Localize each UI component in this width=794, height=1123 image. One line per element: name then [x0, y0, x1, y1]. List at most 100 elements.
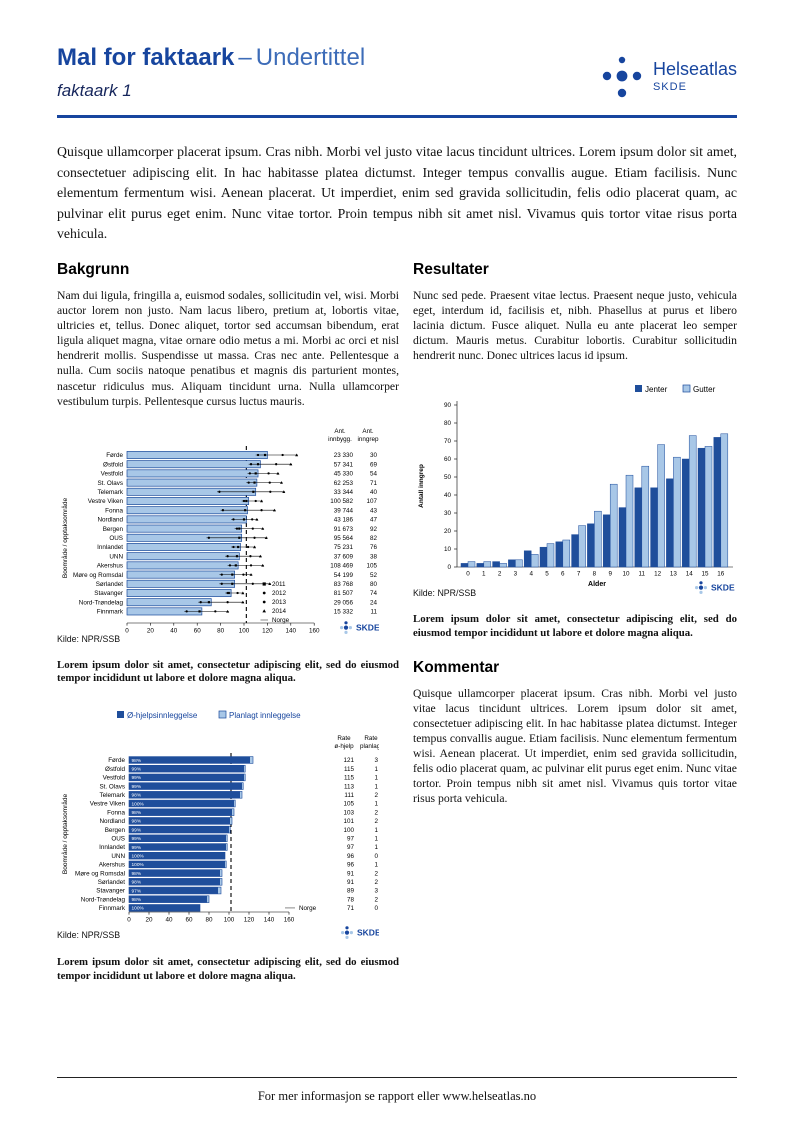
svg-text:OUS: OUS	[109, 535, 123, 542]
kommentar-text: Quisque ullamcorper placerat ipsum. Cras…	[413, 686, 737, 806]
content-columns: Bakgrunn Nam dui ligula, fringilla a, eu…	[57, 261, 737, 983]
right-column: Resultater Nunc sed pede. Praesent vitae…	[413, 261, 737, 983]
title-block: Mal for faktaark – Undertittel faktaark …	[57, 44, 365, 101]
svg-text:54: 54	[370, 470, 378, 477]
svg-text:30: 30	[370, 452, 378, 459]
svg-text:Sørlandet: Sørlandet	[96, 581, 124, 588]
title-separator: –	[238, 44, 252, 71]
svg-text:100: 100	[224, 916, 235, 923]
svg-text:99%: 99%	[132, 775, 142, 781]
svg-text:99%: 99%	[132, 845, 142, 851]
footer-text: For mer informasjon se rapport eller www…	[257, 1089, 537, 1103]
svg-text:Telemark: Telemark	[97, 489, 123, 496]
svg-text:15 332: 15 332	[334, 608, 354, 615]
svg-text:1: 1	[374, 801, 378, 808]
svg-text:Rate: Rate	[364, 735, 378, 742]
svg-text:1: 1	[374, 862, 378, 869]
svg-text:108 469: 108 469	[330, 562, 353, 569]
svg-text:91 673: 91 673	[334, 526, 354, 533]
left-column: Bakgrunn Nam dui ligula, fringilla a, eu…	[57, 261, 399, 983]
svg-text:92: 92	[370, 526, 378, 533]
svg-text:Førde: Førde	[108, 757, 125, 764]
svg-text:82: 82	[370, 535, 378, 542]
svg-text:98%: 98%	[132, 758, 142, 764]
svg-text:98%: 98%	[132, 897, 142, 903]
figure-caption-3: Lorem ipsum dolor sit amet, consectetur …	[57, 955, 399, 982]
svg-text:99%: 99%	[132, 836, 142, 842]
svg-text:80: 80	[217, 627, 225, 634]
svg-text:Innlandet: Innlandet	[97, 544, 123, 551]
svg-text:Jenter: Jenter	[645, 385, 668, 394]
svg-text:70: 70	[444, 439, 452, 446]
svg-text:Nordland: Nordland	[99, 818, 125, 825]
svg-text:2: 2	[374, 792, 378, 799]
svg-text:4: 4	[529, 571, 533, 578]
svg-text:20: 20	[145, 916, 153, 923]
svg-text:16: 16	[717, 571, 725, 578]
logo-name: Helseatlas	[652, 59, 737, 79]
svg-text:SKDE: SKDE	[357, 927, 379, 937]
svg-text:78: 78	[347, 896, 355, 903]
svg-text:Bergen: Bergen	[105, 827, 126, 834]
svg-text:Innlandet: Innlandet	[99, 844, 125, 851]
svg-text:100%: 100%	[132, 853, 145, 859]
svg-text:105: 105	[343, 801, 354, 808]
svg-text:0: 0	[374, 853, 378, 860]
svg-text:Bergen: Bergen	[103, 526, 124, 533]
svg-text:45 330: 45 330	[334, 470, 354, 477]
svg-text:54 199: 54 199	[334, 572, 354, 579]
svg-text:Førde: Førde	[106, 452, 123, 459]
svg-text:Kilde: NPR/SSB: Kilde: NPR/SSB	[57, 930, 120, 940]
svg-text:planlagt: planlagt	[360, 743, 379, 750]
svg-text:Norge: Norge	[299, 905, 317, 912]
svg-text:100%: 100%	[132, 906, 145, 912]
svg-text:Ø-hjelpsinnleggelse: Ø-hjelpsinnleggelse	[127, 711, 198, 720]
svg-text:140: 140	[286, 627, 297, 634]
svg-text:30: 30	[444, 511, 452, 518]
svg-text:74: 74	[370, 590, 378, 597]
svg-text:38: 38	[370, 553, 378, 560]
svg-text:80: 80	[444, 421, 452, 428]
svg-text:20: 20	[444, 529, 452, 536]
svg-text:140: 140	[264, 916, 275, 923]
svg-text:7: 7	[577, 571, 581, 578]
svg-text:Vestre Viken: Vestre Viken	[90, 801, 126, 808]
svg-text:39 744: 39 744	[334, 507, 354, 514]
footer: For mer informasjon se rapport eller www…	[57, 1077, 737, 1104]
svg-text:90: 90	[444, 403, 452, 410]
svg-text:52: 52	[370, 572, 378, 579]
svg-text:15: 15	[701, 571, 709, 578]
svg-text:91: 91	[347, 879, 355, 886]
svg-text:13: 13	[670, 571, 678, 578]
svg-text:100: 100	[343, 827, 354, 834]
faktaark-label: faktaark 1	[57, 81, 132, 100]
svg-text:12: 12	[654, 571, 662, 578]
svg-text:29 056: 29 056	[334, 599, 354, 606]
helseatlas-logo: Helseatlas SKDE	[599, 52, 737, 100]
svg-text:UNN: UNN	[111, 853, 125, 860]
svg-text:71: 71	[347, 905, 355, 912]
svg-text:9: 9	[608, 571, 612, 578]
svg-text:Nordland: Nordland	[97, 516, 123, 523]
svg-text:95 564: 95 564	[334, 535, 354, 542]
svg-text:81 507: 81 507	[334, 590, 354, 597]
svg-text:105: 105	[366, 562, 377, 569]
svg-text:80: 80	[370, 581, 378, 588]
svg-text:97%: 97%	[132, 888, 142, 894]
svg-text:inngrep: inngrep	[357, 436, 379, 443]
svg-text:98%: 98%	[132, 819, 142, 825]
svg-text:2: 2	[374, 809, 378, 816]
svg-text:60: 60	[185, 916, 193, 923]
svg-text:98%: 98%	[132, 880, 142, 886]
svg-text:97: 97	[347, 844, 355, 851]
svg-text:0: 0	[374, 905, 378, 912]
svg-text:121: 121	[343, 757, 354, 764]
svg-text:91: 91	[347, 870, 355, 877]
svg-text:5: 5	[545, 571, 549, 578]
page-title-sub: Undertittel	[255, 44, 366, 71]
svg-text:1: 1	[374, 835, 378, 842]
svg-text:Ant.: Ant.	[362, 428, 373, 435]
intro-paragraph: Quisque ullamcorper placerat ipsum. Cras…	[57, 144, 737, 242]
svg-text:Finnmark: Finnmark	[97, 608, 124, 615]
